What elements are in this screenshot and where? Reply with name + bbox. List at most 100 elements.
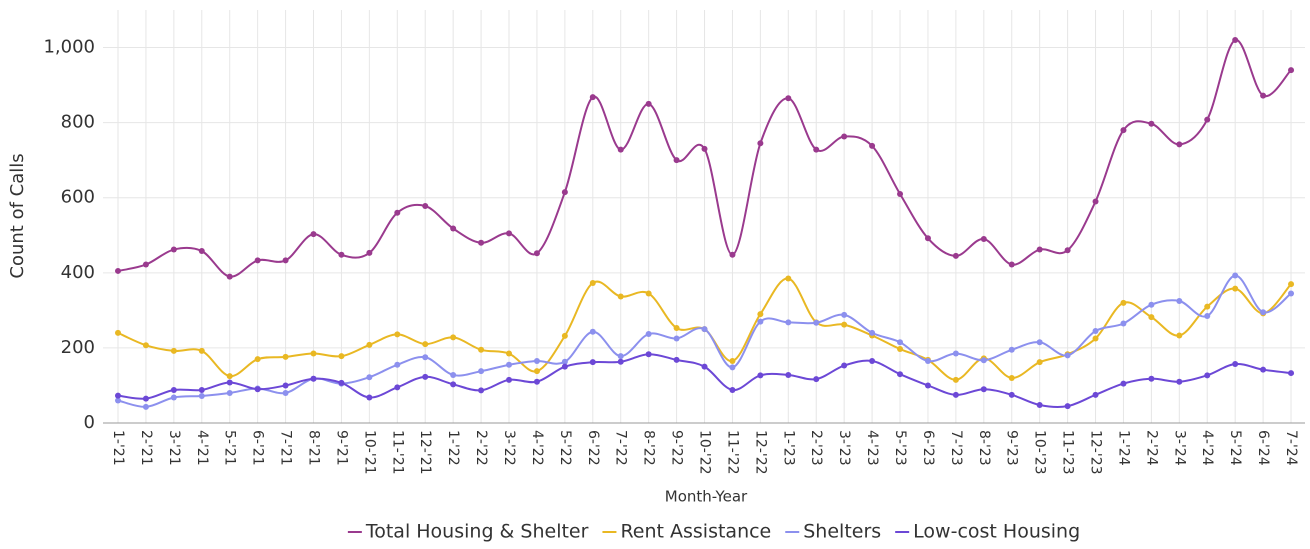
data-point <box>310 375 317 382</box>
y-tick-label: 400 <box>61 262 95 283</box>
data-point <box>785 371 792 378</box>
data-point <box>757 140 764 147</box>
data-point <box>254 386 261 393</box>
x-tick-label: 5-'24 <box>1227 430 1243 466</box>
y-tick-label: 0 <box>84 412 95 433</box>
data-point <box>450 381 457 388</box>
x-tick-label: 11-'21 <box>389 430 405 475</box>
data-point <box>1008 374 1015 381</box>
data-point <box>506 350 513 357</box>
data-point <box>1176 332 1183 339</box>
x-tick-label: 12-'21 <box>417 430 433 475</box>
x-tick-label: 8-'23 <box>976 430 992 466</box>
data-point <box>198 347 205 354</box>
data-point <box>645 290 652 297</box>
x-tick-label: 7-'24 <box>1283 430 1299 466</box>
x-tick-label: 6-'24 <box>1255 430 1271 466</box>
x-tick-label: 3-'22 <box>501 430 517 466</box>
data-point <box>813 146 820 153</box>
data-point <box>785 275 792 282</box>
data-point <box>1260 366 1267 373</box>
data-point <box>170 394 177 401</box>
data-point <box>897 190 904 197</box>
data-point <box>310 350 317 357</box>
data-point <box>338 353 345 360</box>
data-point <box>980 386 987 393</box>
data-point <box>1092 335 1099 342</box>
data-point <box>729 364 736 371</box>
data-point <box>422 373 429 380</box>
data-point <box>1204 372 1211 379</box>
data-point <box>701 363 708 370</box>
data-point <box>198 386 205 393</box>
data-point <box>561 189 568 196</box>
x-tick-label: 1-'23 <box>780 430 796 466</box>
data-point <box>533 378 540 385</box>
data-point <box>1120 380 1127 387</box>
data-point <box>366 394 373 401</box>
data-point <box>142 395 149 402</box>
data-point <box>478 368 485 375</box>
data-point <box>170 386 177 393</box>
data-point <box>1064 352 1071 359</box>
data-point <box>394 209 401 216</box>
x-tick-label: 12-'23 <box>1088 430 1104 475</box>
x-tick-label: 5-'22 <box>557 430 573 466</box>
x-tick-label: 3-'21 <box>166 430 182 466</box>
data-point <box>1260 92 1267 99</box>
data-point <box>115 329 121 336</box>
x-tick-label: 4-'24 <box>1199 430 1215 466</box>
x-axis-title: Month-Year <box>665 488 748 506</box>
legend-label: Low-cost Housing <box>913 521 1080 543</box>
data-point <box>142 403 149 410</box>
data-point <box>841 133 848 140</box>
data-point <box>1176 378 1183 385</box>
data-point <box>478 346 485 353</box>
data-point <box>1064 403 1071 410</box>
data-point <box>589 94 596 101</box>
x-tick-label: 10-'22 <box>697 430 713 475</box>
x-tick-label: 2-'24 <box>1143 430 1159 466</box>
data-point <box>1288 67 1295 74</box>
data-point <box>813 376 820 383</box>
data-point <box>1008 261 1015 268</box>
data-point <box>198 392 205 399</box>
data-point <box>170 347 177 354</box>
data-point <box>561 332 568 339</box>
x-tick-label: 8-'22 <box>641 430 657 466</box>
data-point <box>869 358 876 365</box>
data-point <box>701 145 708 152</box>
data-point <box>282 257 289 264</box>
y-tick-label: 600 <box>61 187 95 208</box>
data-point <box>589 328 596 335</box>
grid <box>103 10 1305 424</box>
x-tick-label: 1-'21 <box>110 430 126 466</box>
x-tick-label: 6-'23 <box>920 430 936 466</box>
data-point <box>1008 346 1015 353</box>
x-tick-label: 3-'23 <box>836 430 852 466</box>
data-point <box>1232 361 1239 368</box>
data-point <box>1008 391 1015 398</box>
data-point <box>1176 141 1183 148</box>
data-point <box>589 359 596 366</box>
data-point <box>533 358 540 365</box>
data-point <box>506 376 513 383</box>
x-tick-label: 7-'22 <box>613 430 629 466</box>
x-tick-label: 2-'23 <box>808 430 824 466</box>
data-point <box>952 391 959 398</box>
x-tick-label: 4-'22 <box>529 430 545 466</box>
data-point <box>506 230 513 237</box>
data-point <box>729 386 736 393</box>
x-tick-label: 12-'22 <box>752 430 768 475</box>
data-point <box>254 257 261 264</box>
data-point <box>115 397 121 404</box>
data-point <box>924 358 931 365</box>
data-point <box>897 371 904 378</box>
data-point <box>617 353 624 360</box>
data-point <box>924 235 931 242</box>
x-tick-label: 7-'21 <box>278 430 294 466</box>
data-point <box>366 374 373 381</box>
data-point <box>561 358 568 365</box>
data-point <box>338 379 345 386</box>
data-point <box>533 368 540 375</box>
